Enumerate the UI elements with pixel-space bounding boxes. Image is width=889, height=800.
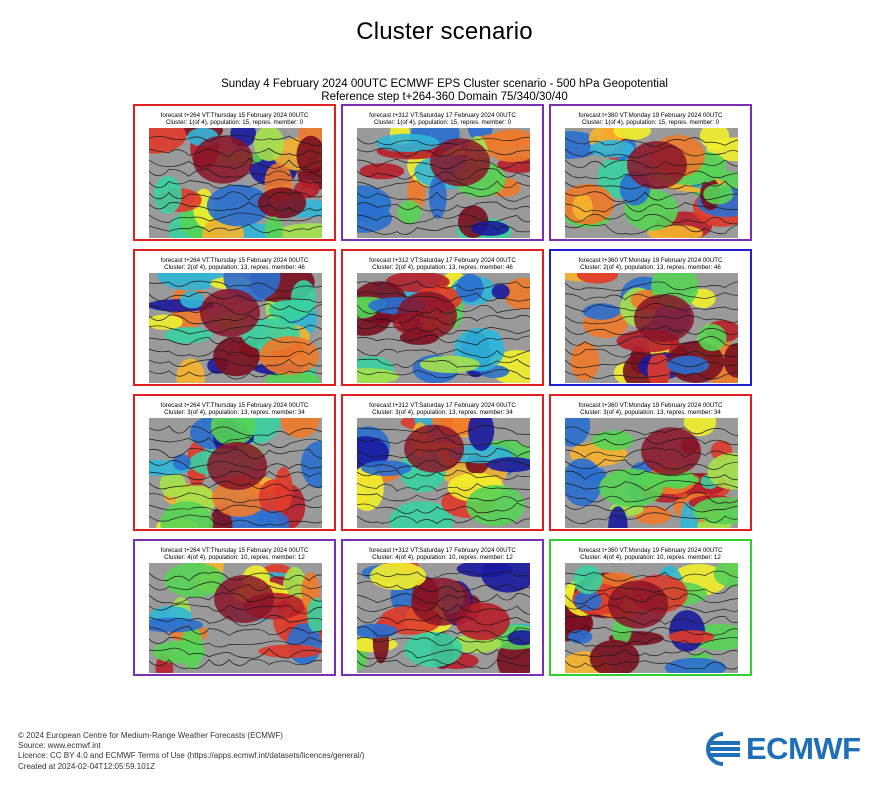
geopotential-anomaly-map: [149, 563, 322, 673]
panel-header: forecast t+360 VT:Monday 19 February 202…: [551, 257, 750, 272]
panel-forecast-label: forecast t+312 VT:Saturday 17 February 2…: [369, 547, 516, 554]
cluster-panel: forecast t+360 VT:Monday 19 February 202…: [549, 249, 752, 386]
footer-licence: Licence: CC BY 4.0 and ECMWF Terms of Us…: [18, 751, 365, 761]
panel-header: forecast t+264 VT:Thursday 15 February 2…: [135, 547, 334, 562]
panel-header: forecast t+312 VT:Saturday 17 February 2…: [343, 257, 542, 272]
cluster-panel: forecast t+312 VT:Saturday 17 February 2…: [341, 104, 544, 241]
geopotential-anomaly-map: [149, 273, 322, 383]
panel-forecast-label: forecast t+360 VT:Monday 19 February 202…: [578, 547, 723, 554]
cluster-panel: forecast t+264 VT:Thursday 15 February 2…: [133, 104, 336, 241]
header-line-2: Reference step t+264-360 Domain 75/340/3…: [321, 91, 568, 103]
panel-cluster-label: Cluster: 2(of 4), population: 13, repres…: [164, 264, 305, 272]
geopotential-anomaly-map: [565, 563, 738, 673]
panel-cluster-label: Cluster: 4(of 4), population: 10, repres…: [164, 554, 305, 562]
panel-cluster-label: Cluster: 4(of 4), population: 10, repres…: [580, 554, 721, 562]
cluster-panel: forecast t+264 VT:Thursday 15 February 2…: [133, 249, 336, 386]
panel-forecast-label: forecast t+264 VT:Thursday 15 February 2…: [160, 112, 309, 119]
panel-cluster-label: Cluster: 3(of 4), population: 13, repres…: [580, 409, 721, 417]
ecmwf-logo: ECMWF: [706, 731, 874, 766]
cluster-panel: forecast t+360 VT:Monday 19 February 202…: [549, 539, 752, 676]
panel-forecast-label: forecast t+312 VT:Saturday 17 February 2…: [369, 257, 516, 264]
cluster-panel: forecast t+360 VT:Monday 19 February 202…: [549, 394, 752, 531]
panel-forecast-label: forecast t+264 VT:Thursday 15 February 2…: [160, 547, 309, 554]
panel-header: forecast t+264 VT:Thursday 15 February 2…: [135, 402, 334, 417]
panel-cluster-label: Cluster: 4(of 4), population: 10, repres…: [372, 554, 513, 562]
panel-header: forecast t+360 VT:Monday 19 February 202…: [551, 112, 750, 127]
panel-header: forecast t+312 VT:Saturday 17 February 2…: [343, 402, 542, 417]
panel-forecast-label: forecast t+360 VT:Monday 19 February 202…: [578, 402, 723, 409]
copyright-footer: © 2024 European Centre for Medium-Range …: [18, 731, 365, 772]
panel-cluster-label: Cluster: 2(of 4), population: 13, repres…: [580, 264, 721, 272]
ecmwf-logo-text: ECMWF: [746, 731, 861, 766]
panel-forecast-label: forecast t+360 VT:Monday 19 February 202…: [578, 112, 723, 119]
geopotential-anomaly-map: [149, 128, 322, 238]
panel-header: forecast t+264 VT:Thursday 15 February 2…: [135, 112, 334, 127]
ecmwf-logo-icon: [706, 732, 744, 766]
geopotential-anomaly-map: [357, 563, 530, 673]
figure-header: Sunday 4 February 2024 00UTC ECMWF EPS C…: [0, 78, 889, 104]
geopotential-anomaly-map: [357, 128, 530, 238]
cluster-panel: forecast t+264 VT:Thursday 15 February 2…: [133, 394, 336, 531]
footer-copyright: © 2024 European Centre for Medium-Range …: [18, 731, 283, 740]
panel-forecast-label: forecast t+264 VT:Thursday 15 February 2…: [160, 402, 309, 409]
panel-forecast-label: forecast t+312 VT:Saturday 17 February 2…: [369, 402, 516, 409]
header-line-1: Sunday 4 February 2024 00UTC ECMWF EPS C…: [221, 78, 668, 90]
panel-header: forecast t+312 VT:Saturday 17 February 2…: [343, 112, 542, 127]
geopotential-anomaly-map: [565, 273, 738, 383]
geopotential-anomaly-map: [565, 128, 738, 238]
panel-header: forecast t+312 VT:Saturday 17 February 2…: [343, 547, 542, 562]
cluster-panel: forecast t+312 VT:Saturday 17 February 2…: [341, 249, 544, 386]
panel-cluster-label: Cluster: 1(of 4), population: 15, repres…: [581, 119, 720, 127]
cluster-panel: forecast t+312 VT:Saturday 17 February 2…: [341, 539, 544, 676]
panel-cluster-label: Cluster: 3(of 4), population: 13, repres…: [164, 409, 305, 417]
geopotential-anomaly-map: [149, 418, 322, 528]
panel-cluster-label: Cluster: 1(of 4), population: 15, repres…: [373, 119, 512, 127]
panel-header: forecast t+360 VT:Monday 19 February 202…: [551, 402, 750, 417]
page-title: Cluster scenario: [356, 18, 533, 45]
panel-cluster-label: Cluster: 1(of 4), population: 15, repres…: [165, 119, 304, 127]
panel-forecast-label: forecast t+312 VT:Saturday 17 February 2…: [369, 112, 516, 119]
footer-source: Source: www.ecmwf.int: [18, 741, 101, 751]
geopotential-anomaly-map: [357, 273, 530, 383]
panel-cluster-label: Cluster: 3(of 4), population: 13, repres…: [372, 409, 513, 417]
footer-created: Created at 2024-02-04T12:05:59.101Z: [18, 761, 155, 771]
panel-header: forecast t+264 VT:Thursday 15 February 2…: [135, 257, 334, 272]
geopotential-anomaly-map: [357, 418, 530, 528]
panel-header: forecast t+360 VT:Monday 19 February 202…: [551, 547, 750, 562]
cluster-panel-grid: forecast t+264 VT:Thursday 15 February 2…: [133, 104, 756, 676]
panel-forecast-label: forecast t+264 VT:Thursday 15 February 2…: [160, 257, 309, 264]
cluster-panel: forecast t+360 VT:Monday 19 February 202…: [549, 104, 752, 241]
geopotential-anomaly-map: [565, 418, 738, 528]
panel-cluster-label: Cluster: 2(of 4), population: 13, repres…: [372, 264, 513, 272]
cluster-panel: forecast t+312 VT:Saturday 17 February 2…: [341, 394, 544, 531]
panel-forecast-label: forecast t+360 VT:Monday 19 February 202…: [578, 257, 723, 264]
cluster-panel: forecast t+264 VT:Thursday 15 February 2…: [133, 539, 336, 676]
